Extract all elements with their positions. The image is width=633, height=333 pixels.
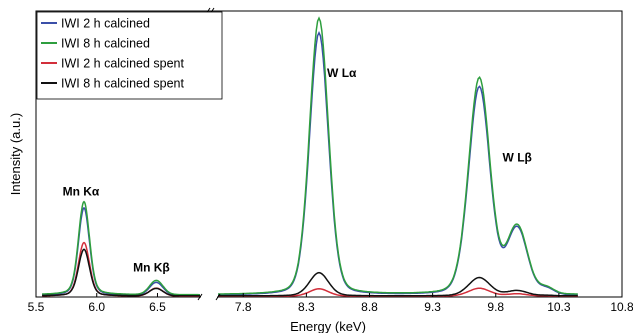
legend-label-2: IWI 2 h calcined spent xyxy=(61,57,185,71)
legend: IWI 2 h calcined IWI 8 h calcined IWI 2 h … xyxy=(36,11,223,100)
x-tick-label-5: 8.8 xyxy=(361,300,378,314)
peak-annotations: Mn Kα Mn Kβ W Lα W Lβ xyxy=(63,66,532,275)
y-axis-title: Intensity (a.u.) xyxy=(8,113,23,195)
annotation-1: Mn Kβ xyxy=(133,261,170,275)
axis-break-mark-0 xyxy=(197,293,203,301)
legend-box xyxy=(36,11,223,100)
annotation-0: Mn Kα xyxy=(63,184,100,198)
axis-break-mark-1 xyxy=(215,293,221,301)
series-line-1-segment-0 xyxy=(41,200,200,296)
series-line-3-segment-0 xyxy=(42,248,200,297)
series-line-1-segment-1 xyxy=(218,16,578,295)
annotation-3: W Lβ xyxy=(503,151,532,165)
x-tick-label-3: 7.8 xyxy=(235,300,252,314)
series-line-0-segment-0 xyxy=(41,206,200,296)
x-tick-label-7: 9.8 xyxy=(487,300,504,314)
legend-label-0: IWI 2 h calcined xyxy=(61,17,150,31)
plot-frame xyxy=(35,10,623,298)
x-tick-label-6: 9.3 xyxy=(424,300,441,314)
axis-break-gap xyxy=(201,296,217,299)
x-tick-label-2: 6.5 xyxy=(149,300,166,314)
x-axis-title: Energy (keV) xyxy=(290,319,366,333)
x-tick-label-4: 8.3 xyxy=(298,300,315,314)
series-line-3-segment-1 xyxy=(218,271,578,297)
x-tick-label-8: 10.3 xyxy=(547,300,571,314)
legend-label-3: IWI 8 h calcined spent xyxy=(61,77,185,91)
x-tick-label-9: 10.8 xyxy=(610,300,633,314)
series-line-2-segment-0 xyxy=(41,241,200,297)
x-tick-label-0: 5.5 xyxy=(28,300,45,314)
series-curves xyxy=(41,16,578,297)
x-tick-label-1: 6.0 xyxy=(88,300,105,314)
annotation-2: W Lα xyxy=(327,66,357,80)
legend-label-1: IWI 8 h calcined xyxy=(61,37,150,51)
x-ticks: 5.5 6.0 6.5 7.8 8.3 8.8 9.3 9.8 10.3 10.8 xyxy=(28,293,633,314)
